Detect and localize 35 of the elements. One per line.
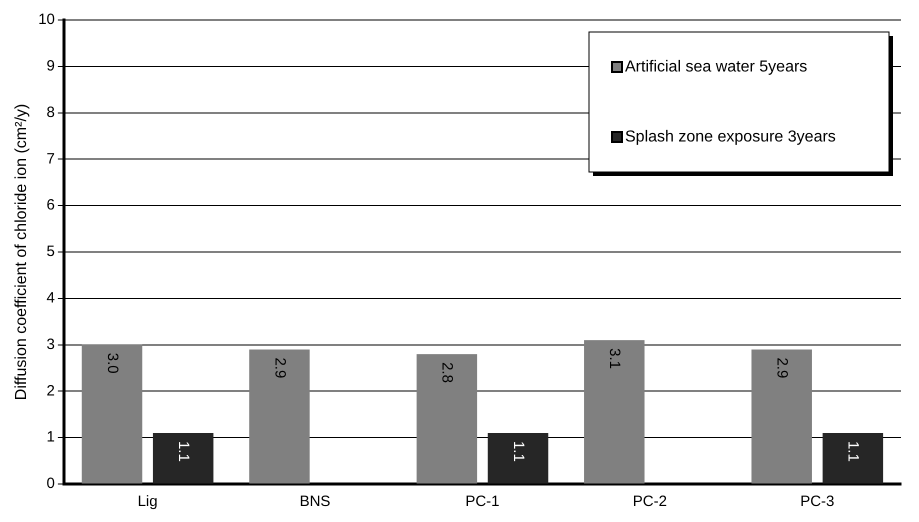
bar xyxy=(488,432,548,484)
y-tick-label: 4 xyxy=(46,290,55,307)
legend-label: Artificial sea water 5years xyxy=(625,58,808,76)
bar xyxy=(584,340,645,484)
y-tick-label: 2 xyxy=(46,382,55,400)
x-tick-label: Lig xyxy=(138,493,158,510)
data-label: 1.1 xyxy=(175,440,192,462)
x-tick-label: BNS xyxy=(300,493,330,510)
bar xyxy=(416,354,478,484)
x-tick-label: PC-2 xyxy=(632,493,667,510)
x-tick-label: PC-3 xyxy=(800,493,834,510)
y-tick-label: 1 xyxy=(46,428,55,446)
y-tick-label: 0 xyxy=(46,475,55,492)
x-tick-label: PC-1 xyxy=(465,493,500,510)
legend-label: Splash zone exposure 3years xyxy=(625,128,836,146)
data-label: 3.0 xyxy=(104,352,121,374)
data-label: 1.1 xyxy=(844,440,862,462)
bar xyxy=(822,432,884,484)
y-axis-title: Diffusion coefficient of chloride ion (cm²/y) xyxy=(13,104,30,400)
y-tick-label: 10 xyxy=(38,11,55,28)
bar xyxy=(249,349,310,484)
y-tick-label: 5 xyxy=(46,243,55,260)
data-label: 2.8 xyxy=(438,362,456,383)
bar xyxy=(751,349,812,484)
y-tick-label: 3 xyxy=(46,336,55,353)
y-tick-label: 9 xyxy=(46,58,55,75)
y-tick-label: 6 xyxy=(46,196,55,214)
data-label: 1.1 xyxy=(510,440,527,462)
bar xyxy=(82,344,142,484)
data-label: 3.1 xyxy=(606,348,624,370)
data-label: 2.9 xyxy=(271,357,288,378)
y-tick-label: 7 xyxy=(46,150,55,168)
bar xyxy=(152,432,214,484)
y-tick-label: 8 xyxy=(46,104,55,121)
data-label: 2.9 xyxy=(774,357,791,378)
